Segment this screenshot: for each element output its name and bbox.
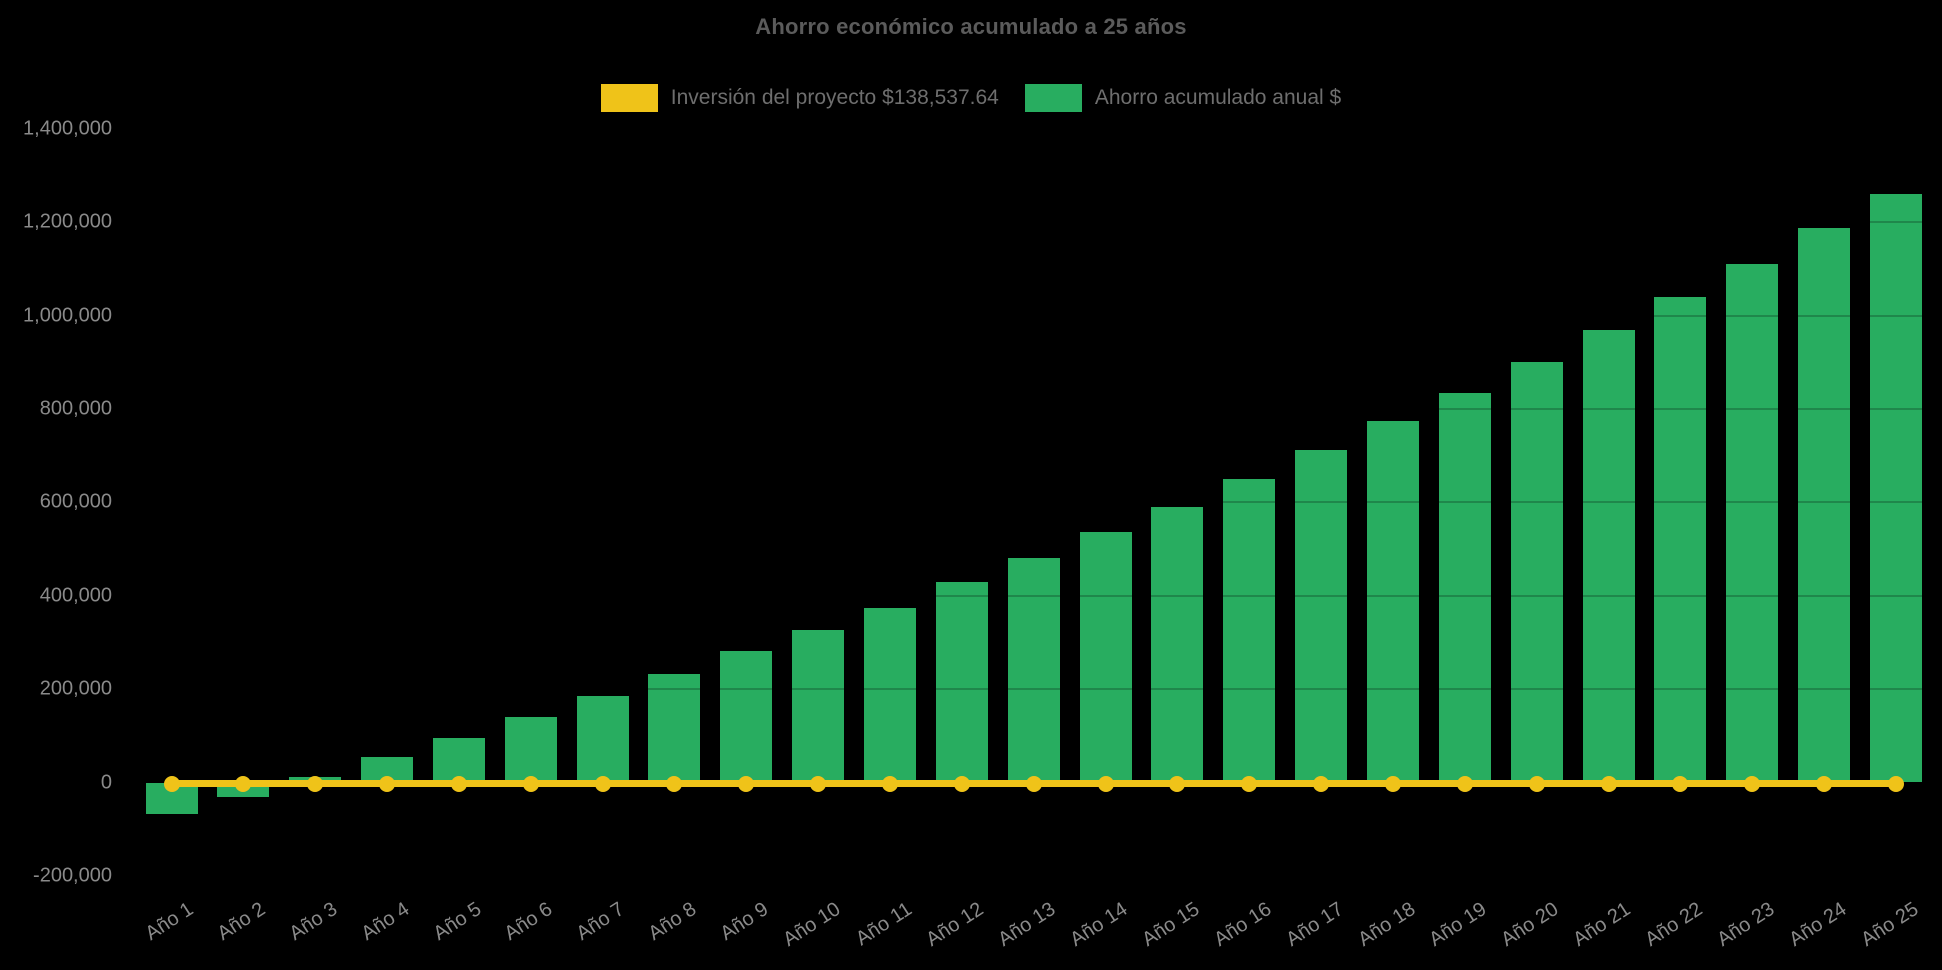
investment-point-year-6[interactable]	[522, 775, 539, 792]
x-axis-label-year-25: Año 25	[1856, 898, 1922, 951]
chart-legend: Inversión del proyecto $138,537.64 Ahorr…	[0, 84, 1942, 112]
bar-year-9[interactable]	[720, 651, 773, 783]
investment-point-year-10[interactable]	[810, 775, 827, 792]
x-axis-label-year-11: Año 11	[852, 898, 916, 951]
investment-point-year-11[interactable]	[882, 775, 898, 792]
y-axis-tick-label: 400,000	[39, 584, 112, 607]
investment-point-year-22[interactable]	[1672, 775, 1689, 792]
bar-year-15[interactable]	[1151, 506, 1204, 783]
y-axis-tick-label: 1,400,000	[23, 117, 112, 140]
bar-year-23[interactable]	[1726, 264, 1779, 783]
bar-year-24[interactable]	[1798, 227, 1851, 783]
investment-point-year-5[interactable]	[450, 775, 467, 792]
bar-year-25[interactable]	[1869, 194, 1922, 783]
x-axis-label-year-15: Año 15	[1138, 898, 1204, 951]
x-axis-label-year-2: Año 2	[213, 898, 270, 945]
bar-year-10[interactable]	[792, 629, 845, 783]
bar-year-7[interactable]	[576, 696, 629, 783]
investment-point-year-14[interactable]	[1097, 775, 1114, 792]
x-axis-label-year-7: Año 7	[572, 898, 629, 945]
gridline	[135, 594, 1932, 597]
investment-point-year-3[interactable]	[307, 775, 324, 792]
investment-point-year-21[interactable]	[1600, 775, 1617, 792]
investment-point-year-15[interactable]	[1169, 775, 1186, 792]
investment-point-year-20[interactable]	[1528, 775, 1545, 792]
bar-year-13[interactable]	[1007, 558, 1060, 783]
x-axis-label-year-3: Año 3	[285, 898, 342, 945]
x-axis-label-year-9: Año 9	[716, 898, 773, 945]
y-axis-tick-label: 0	[100, 771, 112, 793]
x-axis-label-year-6: Año 6	[500, 898, 557, 945]
investment-point-year-7[interactable]	[594, 775, 611, 792]
investment-point-year-25[interactable]	[1887, 775, 1904, 792]
bar-year-20[interactable]	[1510, 362, 1563, 783]
bar-year-5[interactable]	[432, 738, 485, 783]
investment-point-year-9[interactable]	[738, 775, 755, 792]
x-axis-label-year-5: Año 5	[429, 898, 485, 945]
legend-swatch-investment-icon	[600, 84, 658, 112]
bar-year-12[interactable]	[935, 582, 988, 783]
x-axis-label-year-8: Año 8	[644, 898, 701, 945]
investment-point-year-1[interactable]	[163, 775, 180, 792]
y-axis-tick-label: 1,200,000	[23, 210, 112, 233]
x-axis-label-year-14: Año 14	[1066, 898, 1132, 951]
y-axis-tick-label: 200,000	[39, 677, 112, 700]
gridline	[135, 501, 1932, 504]
bar-year-14[interactable]	[1079, 532, 1132, 783]
bar-year-18[interactable]	[1366, 421, 1419, 783]
legend-swatch-savings-icon	[1024, 84, 1082, 112]
bar-year-22[interactable]	[1654, 297, 1707, 783]
bar-year-11[interactable]	[864, 607, 916, 783]
bar-year-6[interactable]	[504, 717, 557, 783]
x-axis-label-year-13: Año 13	[994, 898, 1060, 951]
investment-point-year-18[interactable]	[1384, 775, 1401, 792]
legend-item-investment[interactable]: Inversión del proyecto $138,537.64	[600, 84, 999, 112]
legend-item-savings[interactable]: Ahorro acumulado anual $	[1024, 84, 1342, 112]
x-axis-label-year-24: Año 24	[1784, 898, 1851, 951]
x-axis-label-year-12: Año 12	[922, 898, 988, 951]
gridline	[135, 314, 1932, 317]
bar-year-19[interactable]	[1438, 392, 1491, 783]
x-axis-label-year-19: Año 19	[1425, 898, 1491, 951]
gridline	[135, 221, 1932, 224]
bar-year-17[interactable]	[1295, 449, 1348, 783]
x-axis-label-year-16: Año 16	[1210, 898, 1276, 951]
x-axis-label-year-1: Año 1	[141, 898, 198, 945]
legend-label-savings: Ahorro acumulado anual $	[1094, 86, 1342, 109]
investment-point-year-17[interactable]	[1313, 775, 1330, 792]
x-axis-label-year-20: Año 20	[1497, 898, 1563, 951]
x-axis-label-year-21: Año 21	[1569, 898, 1635, 951]
investment-point-year-12[interactable]	[953, 775, 970, 792]
bar-year-16[interactable]	[1223, 478, 1276, 783]
investment-point-year-19[interactable]	[1456, 775, 1473, 792]
bar-year-8[interactable]	[648, 674, 701, 783]
x-axis-label-year-17: Año 17	[1281, 898, 1348, 951]
chart-title: Ahorro económico acumulado a 25 años	[755, 14, 1187, 39]
investment-point-year-2[interactable]	[235, 775, 252, 792]
x-axis-label-year-23: Año 23	[1713, 898, 1779, 951]
gridline	[135, 688, 1932, 691]
investment-point-year-4[interactable]	[379, 775, 396, 792]
x-axis-label-year-10: Año 10	[778, 898, 845, 951]
y-axis-tick-label: 800,000	[39, 397, 112, 420]
investment-point-year-8[interactable]	[666, 775, 683, 792]
legend-label-investment: Inversión del proyecto $138,537.64	[670, 86, 999, 109]
investment-point-year-16[interactable]	[1241, 775, 1258, 792]
gridline	[135, 407, 1932, 410]
x-axis-label-year-22: Año 22	[1641, 898, 1707, 951]
bar-year-21[interactable]	[1582, 329, 1635, 783]
y-axis-tick-label: 600,000	[39, 490, 112, 513]
y-axis-tick-label: -200,000	[33, 864, 112, 887]
gridline	[135, 127, 1932, 130]
investment-point-year-24[interactable]	[1816, 775, 1833, 792]
x-axis-label-year-4: Año 4	[357, 898, 414, 945]
investment-point-year-23[interactable]	[1744, 775, 1761, 792]
x-axis-label-year-18: Año 18	[1353, 898, 1419, 951]
investment-point-year-13[interactable]	[1025, 775, 1042, 792]
y-axis-tick-label: 1,000,000	[23, 304, 112, 326]
